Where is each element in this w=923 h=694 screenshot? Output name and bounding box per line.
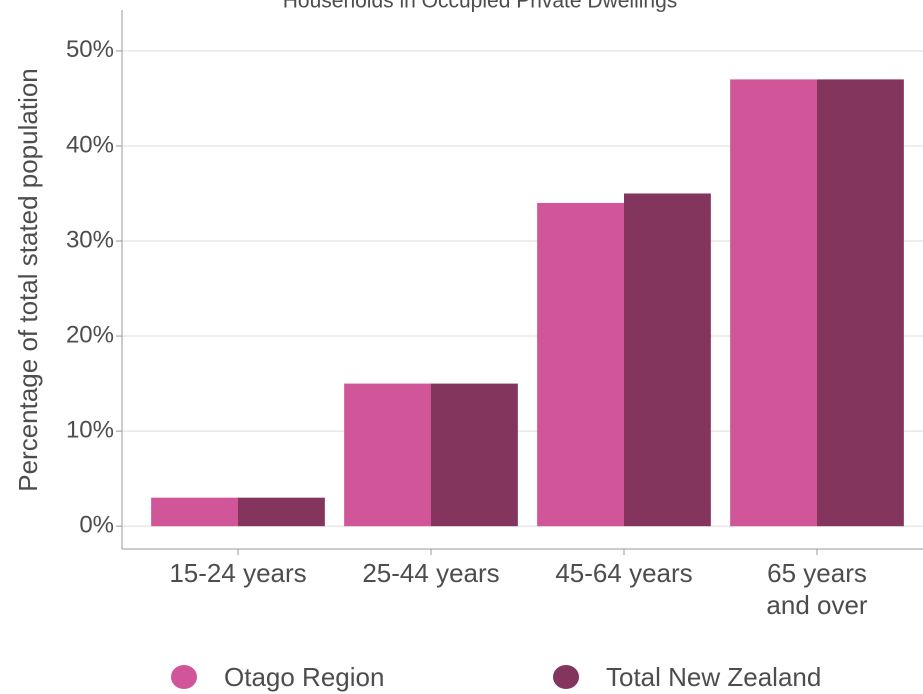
y-axis-label: Percentage of total stated population [13,68,43,492]
legend-label: Total New Zealand [606,662,821,692]
y-tick-label: 0% [79,512,114,539]
bar [817,79,904,527]
y-tick-label: 30% [66,226,114,253]
x-tick-label: 45-64 years [555,558,692,588]
bar [730,79,817,527]
chart-title: Households in Occupied Private Dwellings [283,0,678,13]
y-tick-label: 20% [66,321,114,348]
y-tick-label: 40% [66,131,114,158]
legend-swatch [171,665,197,689]
bar [344,383,431,527]
legend-swatch [553,665,579,689]
legend-label: Otago Region [224,662,384,692]
bar [431,383,518,527]
y-tick-label: 50% [66,36,114,63]
bar [151,497,238,527]
y-tick-label: 10% [66,416,114,443]
bar [537,202,624,527]
x-tick-label: 65 years and over [766,558,868,620]
bar [238,497,325,527]
x-tick-label: 25-44 years [362,558,499,588]
x-tick-label: 15-24 years [169,558,306,588]
bar [624,193,711,527]
